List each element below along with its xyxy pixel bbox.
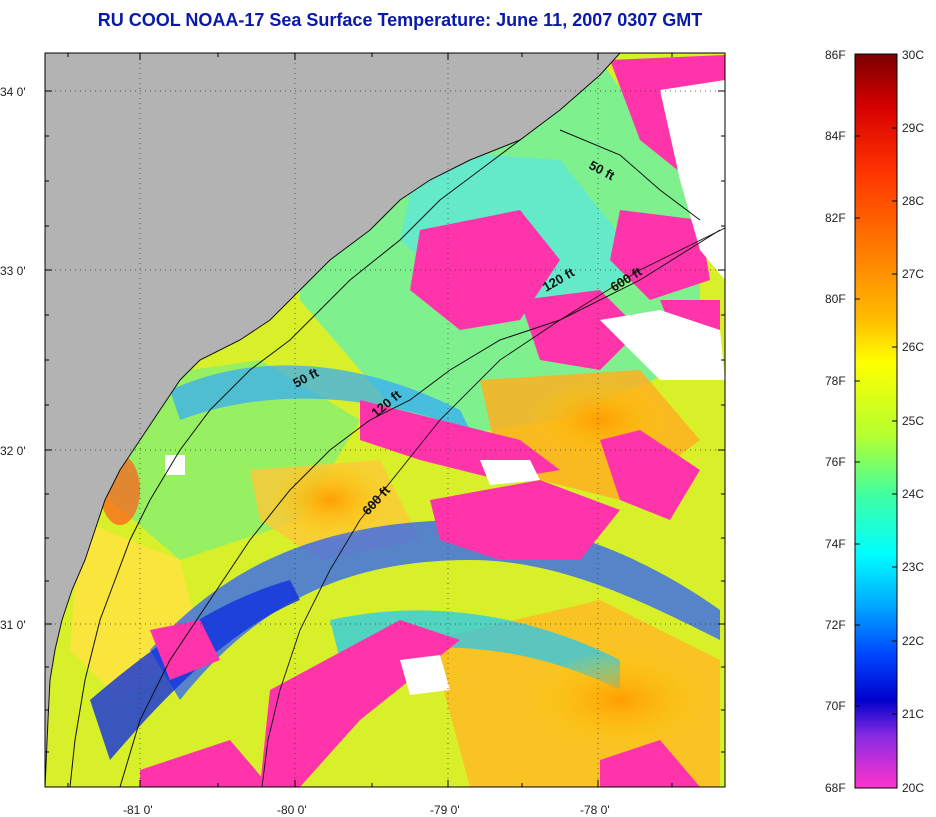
lat-tick-label: 33 0'	[0, 264, 26, 278]
colorbar-c-label: 28C	[902, 194, 924, 208]
colorbar-c-label: 30C	[902, 48, 924, 62]
map-frame	[44, 52, 726, 788]
colorbar-c-label: 24C	[902, 487, 924, 501]
colorbar-f-label: 76F	[825, 455, 846, 469]
colorbar	[854, 53, 898, 789]
isobath-50ft	[69, 129, 701, 787]
axis-ticks	[45, 53, 725, 787]
lat-tick-label: 31 0'	[0, 618, 26, 632]
colorbar-c-label: 29C	[902, 121, 924, 135]
lon-tick-label: -78 0'	[580, 803, 610, 817]
colorbar-f-label: 82F	[825, 211, 846, 225]
map-title: RU COOL NOAA-17 Sea Surface Temperature:…	[97, 10, 703, 30]
lon-tick-label: -81 0'	[123, 803, 153, 817]
lon-tick-label: -80 0'	[277, 803, 307, 817]
colorbar-c-label: 20C	[902, 781, 924, 795]
colorbar-c-label: 26C	[902, 340, 924, 354]
colorbar-c-label: 23C	[902, 560, 924, 574]
colorbar-f-label: 74F	[825, 537, 846, 551]
colorbar-f-label: 80F	[825, 292, 846, 306]
colorbar-f-label: 70F	[825, 699, 846, 713]
colorbar-f-label: 86F	[825, 48, 846, 62]
colorbar-f-label: 78F	[825, 374, 846, 388]
colorbar-c-label: 27C	[902, 267, 924, 281]
colorbar-c-label: 25C	[902, 414, 924, 428]
no-data-areas	[165, 80, 725, 695]
colorbar-c-label: 22C	[902, 634, 924, 648]
lon-tick-label: -79 0'	[430, 803, 460, 817]
colorbar-f-label: 84F	[825, 129, 846, 143]
colorbar-ticks	[855, 127, 897, 715]
lat-tick-label: 34 0'	[0, 85, 26, 99]
lat-tick-label: 32 0'	[0, 444, 26, 458]
isobath-600ft	[261, 227, 725, 787]
graticule	[45, 53, 725, 787]
colorbar-c-label: 21C	[902, 707, 924, 721]
land-mass	[45, 53, 620, 787]
colorbar-f-label: 72F	[825, 618, 846, 632]
coastline	[45, 53, 621, 787]
isobath-120ft	[119, 229, 721, 787]
colorbar-f-label: 68F	[825, 781, 846, 795]
sst-image: 50 ft 120 ft 600 ft 50 ft 120 ft 600 ft	[45, 53, 725, 787]
